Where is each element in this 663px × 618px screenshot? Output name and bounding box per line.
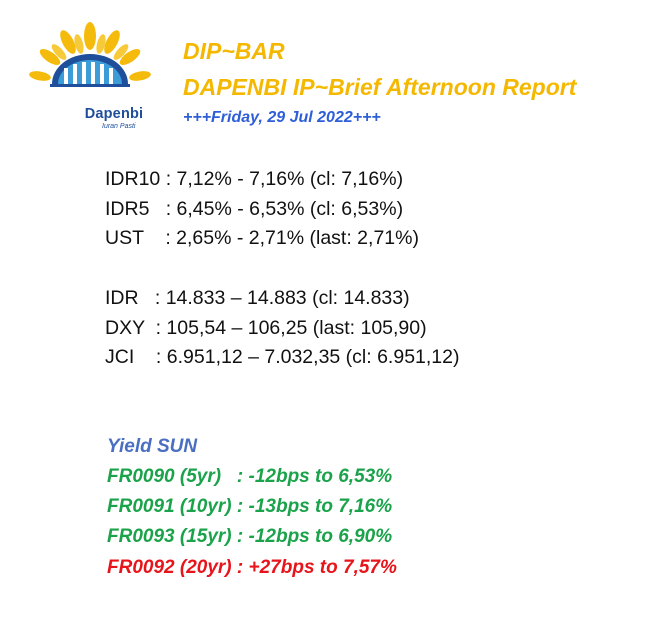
logo-brand-text: Dapenbi: [84, 106, 144, 122]
yield-row-fr0091: FR0091 (10yr) : -13bps to 7,16%: [107, 496, 393, 517]
logo-tagline: Iuran Pasti: [102, 123, 136, 130]
yield-heading: Yield SUN: [107, 436, 198, 457]
yield-row-fr0090: FR0090 (5yr) : -12bps to 6,53%: [107, 466, 393, 487]
rate-row-ust: UST : 2,65% - 2,71% (last: 2,71%): [105, 227, 419, 249]
report-title: DIP~BAR: [183, 38, 285, 64]
yield-row-fr0092: FR0092 (20yr) : +27bps to 7,57%: [107, 557, 397, 578]
sun-building-logo-icon: [29, 22, 151, 87]
market-row-idr: IDR : 14.833 – 14.883 (cl: 14.833): [105, 287, 410, 309]
yield-row-fr0093: FR0093 (15yr) : -12bps to 6,90%: [107, 526, 393, 547]
report-date: +++Friday, 29 Jul 2022+++: [183, 109, 381, 126]
report-subtitle: DAPENBI IP~Brief Afternoon Report: [183, 74, 577, 100]
dapenbi-logo: Dapenbi Iuran Pasti: [28, 22, 153, 132]
rate-row-idr5: IDR5 : 6,45% - 6,53% (cl: 6,53%): [105, 198, 404, 220]
rate-row-idr10: IDR10 : 7,12% - 7,16% (cl: 7,16%): [105, 168, 404, 190]
market-row-dxy: DXY : 105,54 – 106,25 (last: 105,90): [105, 317, 427, 339]
market-row-jci: JCI : 6.951,12 – 7.032,35 (cl: 6.951,12): [105, 346, 460, 368]
